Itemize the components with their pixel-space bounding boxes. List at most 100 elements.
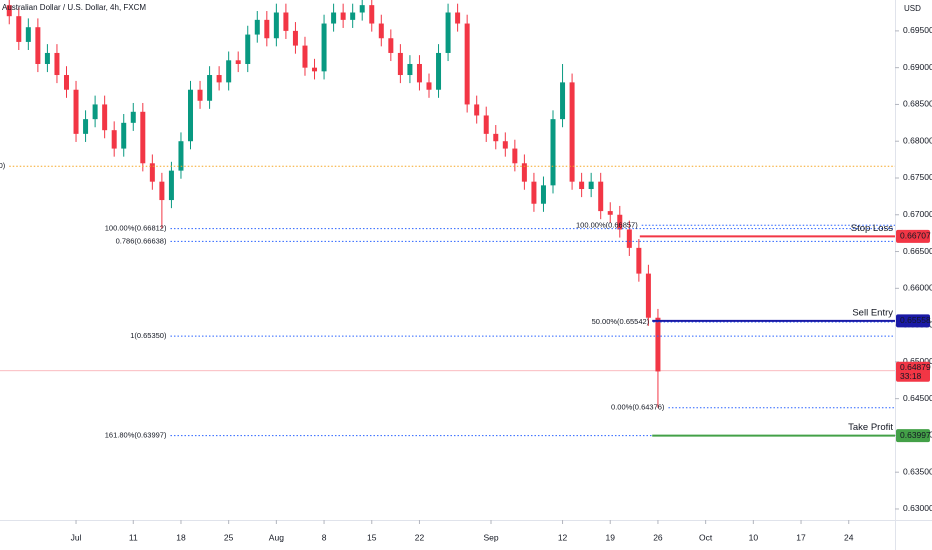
y-tick-label: 0.69500	[903, 25, 932, 35]
y-tick-label: 0.67500	[903, 172, 932, 182]
x-tick-label: 19	[606, 532, 616, 542]
plot-area	[6, 0, 661, 408]
candle-body	[588, 181, 594, 190]
candle-body	[626, 229, 632, 248]
candle-body	[598, 181, 604, 212]
candle-body	[359, 5, 365, 13]
candle-body	[6, 5, 12, 17]
y-tick-label: 0.68000	[903, 135, 932, 145]
x-tick-label: Oct	[699, 532, 713, 542]
x-tick-label: 15	[367, 532, 377, 542]
candle-body	[521, 163, 527, 182]
candle-body	[226, 60, 232, 83]
y-tick-label: 0.67000	[903, 209, 932, 219]
candle-body	[607, 211, 613, 215]
chart-title: Australian Dollar / U.S. Dollar, 4h, FXC…	[2, 3, 146, 12]
y-tick-label: 0.66500	[903, 246, 932, 256]
candle-body	[312, 67, 318, 72]
candle-body	[159, 181, 165, 201]
candle-body	[83, 119, 89, 134]
candle-body	[540, 185, 546, 204]
candle-body	[321, 23, 327, 72]
candle-body	[140, 111, 146, 164]
candle-body	[474, 104, 480, 116]
y-tick-label: 0.64500	[903, 393, 932, 403]
y-tick-label: 0.68500	[903, 99, 932, 109]
fib-level-label: 100.00%(0.66857)	[576, 220, 638, 229]
x-tick-label: 18	[176, 532, 186, 542]
trade-price-box	[896, 314, 930, 328]
candle-body	[178, 141, 184, 171]
fib-level-label: 100.00%(0.66812)	[105, 224, 167, 233]
candle-body	[464, 23, 470, 105]
candle-body	[502, 141, 508, 149]
candle-body	[92, 104, 98, 120]
candle-body	[149, 163, 155, 182]
x-tick-label: 12	[558, 532, 568, 542]
trade-level-name: Stop Loss	[851, 223, 893, 234]
trade-price-label: 0.65558	[900, 315, 931, 325]
candle-body	[207, 75, 213, 101]
candle-body	[512, 148, 518, 164]
candle-body	[44, 52, 50, 64]
candle-body	[63, 75, 69, 90]
trade-price-label: 0.66707	[900, 231, 931, 241]
candle-body	[407, 63, 413, 76]
candle-body	[168, 170, 174, 201]
candle-body	[617, 214, 623, 230]
candle-body	[436, 52, 442, 90]
candle-body	[455, 12, 461, 24]
candle-body	[292, 30, 298, 46]
x-tick-label: Sep	[483, 532, 498, 542]
candle-body	[235, 60, 241, 64]
candle-body	[369, 5, 375, 24]
candle-body	[35, 27, 41, 64]
candle-body	[54, 52, 60, 76]
candle-body	[493, 133, 499, 142]
trade-price-box	[896, 229, 930, 243]
candle-body	[16, 16, 22, 42]
y-tick-label: 0.63000	[903, 503, 932, 513]
fib-level-label: 1(0.65350)	[130, 331, 167, 340]
candle-body	[273, 12, 279, 39]
y-tick-label: 0.65000	[903, 356, 932, 366]
candle-body	[445, 12, 451, 53]
y-tick-label: 0.63500	[903, 466, 932, 476]
x-tick-label: 26	[653, 532, 663, 542]
candle-body	[569, 82, 575, 182]
fib-level-label: 50.00%(0.65542)	[592, 317, 650, 326]
candle-body	[416, 63, 422, 83]
x-tick-label: Jul	[71, 532, 82, 542]
candle-body	[264, 19, 270, 39]
candle-body	[188, 89, 194, 142]
countdown-label: 33:18	[900, 371, 922, 381]
candle-body	[483, 115, 489, 134]
candle-body	[388, 38, 394, 53]
candle-body	[531, 181, 537, 204]
candle-body	[254, 19, 260, 35]
candle-body	[426, 82, 432, 90]
candle-body	[550, 119, 556, 186]
candle-body	[655, 317, 661, 372]
candle-body	[560, 82, 566, 120]
y-tick-label: 0.69000	[903, 62, 932, 72]
candle-body	[102, 104, 108, 131]
fib-level-label: 0(0.67660)	[0, 161, 6, 170]
x-tick-label: Aug	[269, 532, 284, 542]
trade-level-name: Take Profit	[848, 422, 893, 433]
x-tick-label: 22	[415, 532, 425, 542]
candle-body	[340, 12, 346, 20]
fib-level-label: 161.80%(0.63997)	[105, 431, 167, 440]
candle-body	[216, 75, 222, 83]
candle-body	[645, 273, 651, 318]
candle-body	[73, 89, 79, 134]
candle-body	[302, 45, 308, 68]
x-tick-label: 25	[224, 532, 234, 542]
candle-body	[197, 89, 203, 101]
x-tick-label: 11	[129, 532, 138, 542]
fib-level-label: 0.786(0.66638)	[116, 236, 167, 245]
last-price-box	[896, 361, 930, 382]
candle-body	[283, 12, 289, 31]
trade-level-name: Sell Entry	[852, 307, 893, 318]
